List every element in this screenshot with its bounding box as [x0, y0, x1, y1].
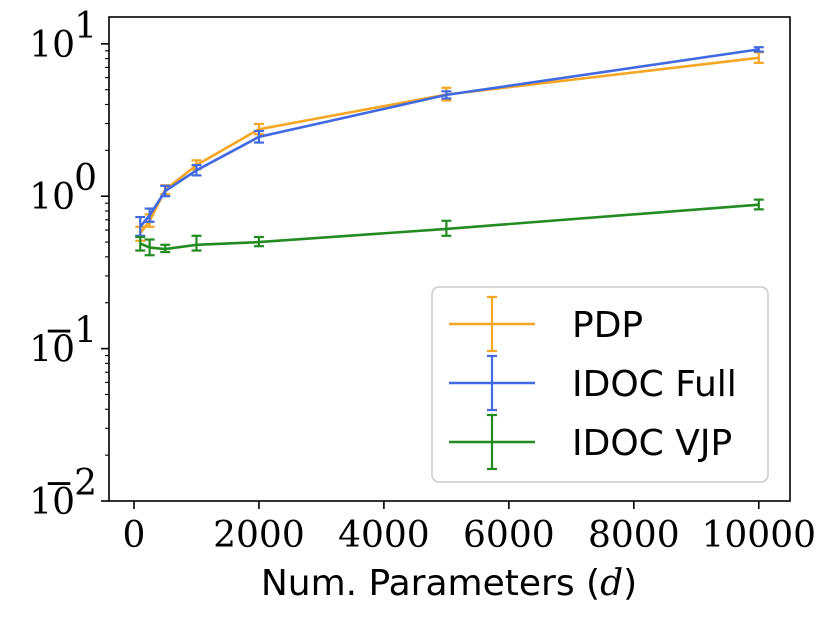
- x-tick-label: 10000: [701, 515, 816, 556]
- legend-label-idoc-vjp: IDOC VJP: [572, 423, 732, 464]
- y-axis: 10 110 010−110−2: [29, 6, 109, 523]
- error-bar-idoc-vjp: [191, 234, 202, 252]
- y-tick-label: 10: [29, 482, 75, 523]
- y-tick-exponent: −1: [44, 311, 97, 352]
- legend: PDP IDOC Full IDOC VJP: [431, 286, 769, 483]
- error-bar-idoc-full: [160, 184, 171, 198]
- error-bar-idoc-vjp: [441, 219, 452, 237]
- y-tick-label: 10: [29, 330, 75, 371]
- error-bar-idoc-full: [144, 207, 155, 223]
- plot-frame: [108, 16, 791, 502]
- y-tick-label: 10: [29, 25, 75, 66]
- error-bar-idoc-vjp: [753, 198, 764, 211]
- y-tick-exponent: 0: [74, 158, 97, 199]
- legend-swatch-idoc-full: [449, 354, 535, 412]
- series-line-idoc-full: [139, 48, 759, 228]
- series-idoc-vjp: [135, 198, 764, 257]
- x-axis: 0 2000 4000 6000 8000 10000: [123, 501, 816, 556]
- series-idoc-full: [135, 46, 764, 237]
- series-line-pdp: [139, 56, 759, 235]
- x-axis-label: Num. Parameters (d): [261, 563, 637, 604]
- y-tick-exponent: 1: [74, 6, 97, 47]
- error-bar-idoc-vjp: [144, 238, 155, 257]
- y-tick-label: 10: [29, 177, 75, 218]
- legend-swatch-idoc-vjp: [449, 413, 535, 471]
- error-bar-idoc-full: [753, 46, 764, 53]
- legend-label-pdp: PDP: [572, 305, 643, 346]
- x-tick-label: 2000: [213, 515, 305, 556]
- legend-box: [431, 286, 769, 483]
- error-bar-idoc-full: [191, 164, 202, 177]
- error-bar-idoc-full: [441, 90, 452, 100]
- x-tick-label: 0: [123, 515, 146, 556]
- series-line-idoc-vjp: [139, 203, 759, 251]
- error-bar-idoc-vjp: [160, 243, 171, 254]
- x-tick-label: 6000: [463, 515, 555, 556]
- error-bar-idoc-vjp: [253, 235, 264, 248]
- error-bar-idoc-full: [135, 215, 146, 237]
- legend-swatch-pdp: [449, 295, 535, 353]
- series-layer: [135, 46, 764, 257]
- y-tick-exponent: −2: [44, 463, 97, 504]
- error-bar-idoc-full: [253, 129, 264, 144]
- x-tick-label: 8000: [588, 515, 680, 556]
- legend-label-idoc-full: IDOC Full: [572, 364, 737, 405]
- error-bar-idoc-vjp: [135, 235, 146, 252]
- x-tick-label: 4000: [338, 515, 430, 556]
